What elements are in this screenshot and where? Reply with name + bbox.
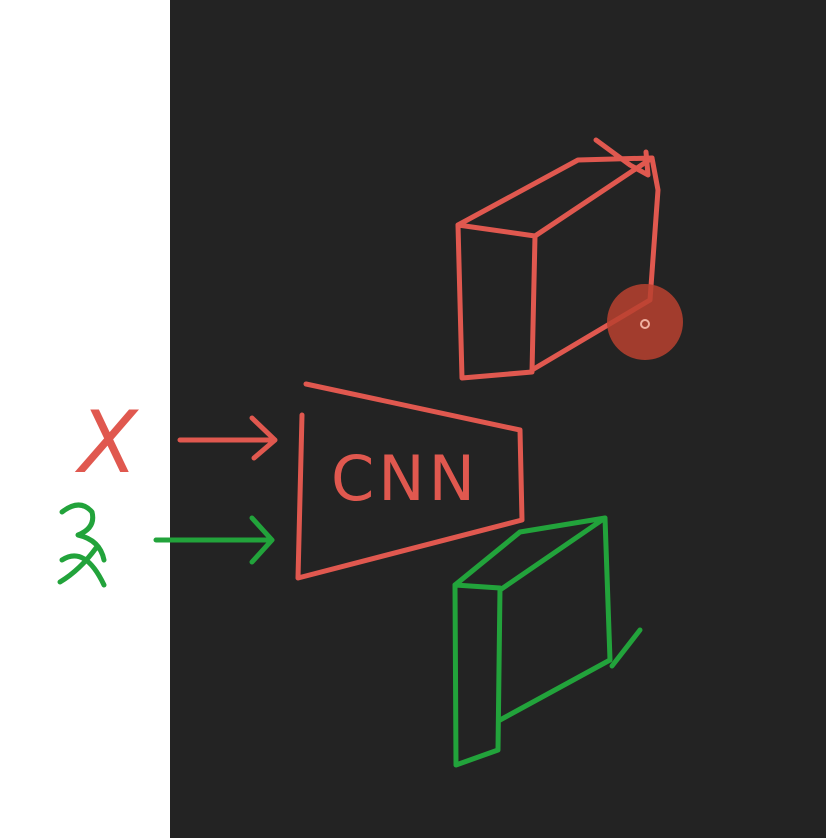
green-cube-side bbox=[497, 515, 613, 723]
cursor bbox=[607, 284, 683, 360]
green-symbol bbox=[57, 502, 107, 588]
cursor-dot bbox=[640, 319, 650, 329]
red-cube-arrow bbox=[593, 137, 651, 178]
red-cube-side bbox=[529, 155, 661, 373]
green-arrow bbox=[153, 515, 275, 565]
green-cube-top bbox=[452, 515, 608, 593]
input-label: X bbox=[75, 393, 140, 493]
cnn-label: CNN bbox=[331, 442, 479, 515]
red-arrow bbox=[177, 415, 278, 461]
red-cube-top bbox=[455, 155, 655, 239]
red-cube bbox=[455, 137, 661, 381]
cnn-block bbox=[295, 381, 525, 581]
green-cube bbox=[452, 515, 643, 768]
white-margin bbox=[0, 0, 170, 838]
green-cube-mark bbox=[609, 627, 643, 669]
green-cube-front bbox=[452, 582, 503, 768]
